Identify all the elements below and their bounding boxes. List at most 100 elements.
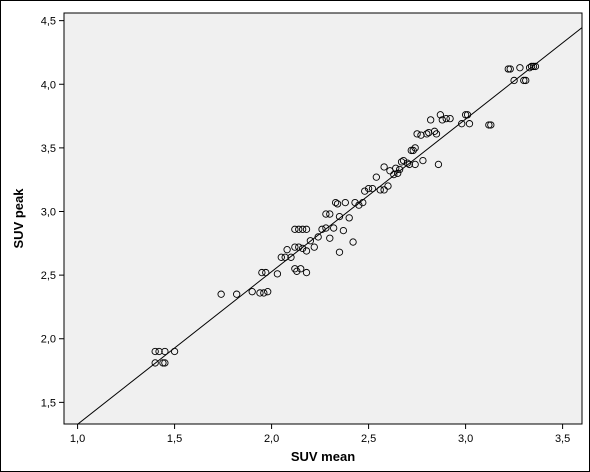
x-tick-label: 2,0 [264, 433, 279, 445]
data-point [355, 201, 363, 209]
data-point [432, 130, 441, 138]
data-point [392, 164, 400, 172]
y-tick-label: 3,0 [41, 207, 56, 219]
y-axis-label: SUV peak [11, 188, 26, 249]
data-point [380, 186, 388, 194]
data-point [310, 243, 318, 251]
data-point [306, 237, 315, 245]
data-point [326, 210, 334, 218]
data-point [485, 121, 493, 129]
data-point [395, 165, 404, 174]
data-point [314, 233, 322, 241]
data-point [302, 247, 311, 255]
data-point [364, 184, 373, 193]
y-axis: 1,5 2,0 2,5 3,0 3,5 4,0 4,5 [41, 16, 64, 409]
data-point [298, 225, 307, 233]
data-point [170, 347, 179, 356]
data-point [403, 159, 412, 167]
data-point [335, 212, 344, 221]
data-point [161, 347, 169, 356]
data-point [442, 114, 450, 123]
data-point [264, 288, 272, 296]
data-point [411, 144, 419, 152]
data-point [407, 146, 415, 155]
data-point [326, 234, 334, 242]
x-tick-label: 3,0 [458, 433, 473, 445]
data-point [359, 198, 367, 207]
data-point [419, 156, 427, 165]
data-point [298, 244, 307, 253]
data-point [434, 160, 443, 169]
data-point [277, 253, 285, 261]
data-point [341, 198, 349, 207]
data-point [506, 65, 514, 73]
x-tick-label: 3,5 [555, 433, 570, 445]
data-point [411, 160, 419, 169]
data-point [430, 127, 439, 135]
data-point [256, 289, 264, 297]
y-tick-label: 2,5 [41, 270, 56, 282]
data-point [283, 246, 291, 254]
data-point [318, 225, 326, 233]
data-point [409, 146, 417, 155]
data-point [529, 62, 538, 71]
data-point [339, 226, 348, 235]
data-point [522, 76, 530, 85]
data-point [461, 111, 470, 119]
data-point [291, 265, 299, 273]
data-point [438, 116, 446, 124]
data-point [351, 198, 359, 207]
data-point [302, 225, 311, 233]
data-point [504, 65, 512, 73]
data-point [384, 182, 392, 190]
data-point [291, 243, 299, 251]
data-point [293, 267, 301, 275]
data-point [151, 347, 159, 356]
data-point [322, 224, 330, 232]
data-point [258, 268, 266, 277]
data-point [386, 167, 394, 175]
data-point [423, 130, 431, 138]
data-point [361, 187, 369, 195]
data-point [333, 200, 342, 208]
x-axis: 1,0 1,5 2,0 2,5 3,0 3,5 [70, 424, 570, 445]
data-point [427, 116, 435, 124]
data-point [405, 160, 413, 169]
data-point [527, 62, 536, 71]
fit-line [77, 27, 582, 424]
data-point [372, 173, 381, 181]
data-point [217, 290, 225, 298]
data-point [380, 163, 388, 171]
x-tick-label: 2,5 [361, 433, 376, 445]
x-axis-label: SUV mean [291, 449, 355, 464]
data-point [330, 224, 338, 232]
data-point [345, 214, 353, 222]
data-points [151, 62, 540, 367]
y-tick-label: 3,5 [41, 143, 56, 155]
data-point [446, 114, 454, 123]
data-point [376, 186, 384, 194]
data-point [159, 359, 167, 367]
data-point [487, 121, 495, 129]
data-point [273, 270, 282, 278]
data-point [260, 289, 268, 297]
data-point [161, 359, 169, 367]
y-tick-label: 4,5 [41, 16, 56, 28]
data-point [248, 288, 256, 296]
data-point [281, 253, 289, 261]
data-point [465, 120, 474, 128]
data-point [262, 268, 270, 277]
data-point [295, 243, 303, 251]
data-point [287, 253, 295, 261]
x-tick-label: 1,0 [70, 433, 85, 445]
data-point [295, 225, 303, 233]
data-point [335, 248, 344, 256]
data-point [458, 120, 466, 128]
data-point [233, 290, 241, 298]
data-point [520, 76, 528, 85]
data-point [151, 359, 159, 367]
data-point [394, 169, 402, 177]
data-point [399, 156, 408, 165]
data-point [516, 64, 524, 72]
